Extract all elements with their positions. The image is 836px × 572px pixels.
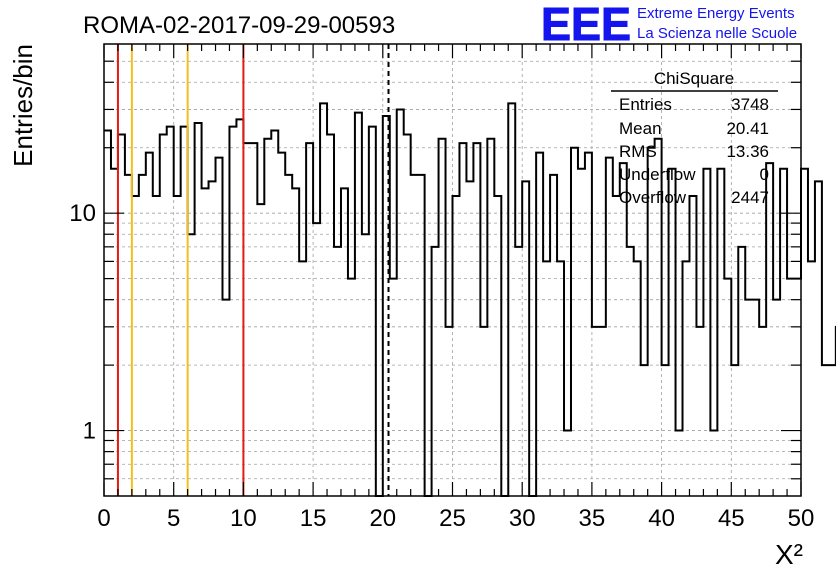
logo-line-1: Extreme Energy Events [637,5,795,22]
stats-value: 0 [760,165,769,184]
y-tick-label: 10 [69,200,96,227]
logo-line-2: La Scienza nelle Scuole [637,25,797,42]
stats-label: Overflow [619,188,687,207]
run-title: ROMA-02-2017-09-29-00593 [83,12,395,39]
x-tick-label: 25 [439,505,466,532]
x-axis-label: X² [775,539,803,570]
x-tick-label: 15 [300,505,327,532]
axes: 0 5 10 15 20 25 30 35 40 45 50 1 10 [69,43,815,532]
stats-label: RMS [619,142,657,161]
eee-logo: EEE [541,0,631,50]
x-tick-label: 40 [648,505,675,532]
y-tick-label: 1 [83,418,96,445]
stats-value: 2447 [731,188,769,207]
x-tick-label: 35 [579,505,606,532]
stats-value: 13.36 [726,142,769,161]
x-tick-label: 5 [167,505,180,532]
stats-box: ChiSquare Entries 3748 Mean 20.41 RMS 13… [611,69,778,207]
stats-value: 20.41 [726,119,769,138]
x-tick-label: 0 [97,505,110,532]
histogram-line [104,102,836,497]
x-tick-label: 45 [718,505,745,532]
x-tick-label: 50 [788,505,815,532]
stats-value: 3748 [731,95,769,114]
reference-lines [116,44,390,496]
histogram-series [104,102,836,497]
x-tick-label: 20 [369,505,396,532]
x-tick-label: 30 [509,505,536,532]
stats-label: Mean [619,119,662,138]
stats-label: Underflow [619,165,696,184]
stats-title: ChiSquare [654,69,734,88]
y-axis-label: Entries/bin [8,44,38,167]
stats-label: Entries [619,95,672,114]
x-tick-label: 10 [230,505,257,532]
